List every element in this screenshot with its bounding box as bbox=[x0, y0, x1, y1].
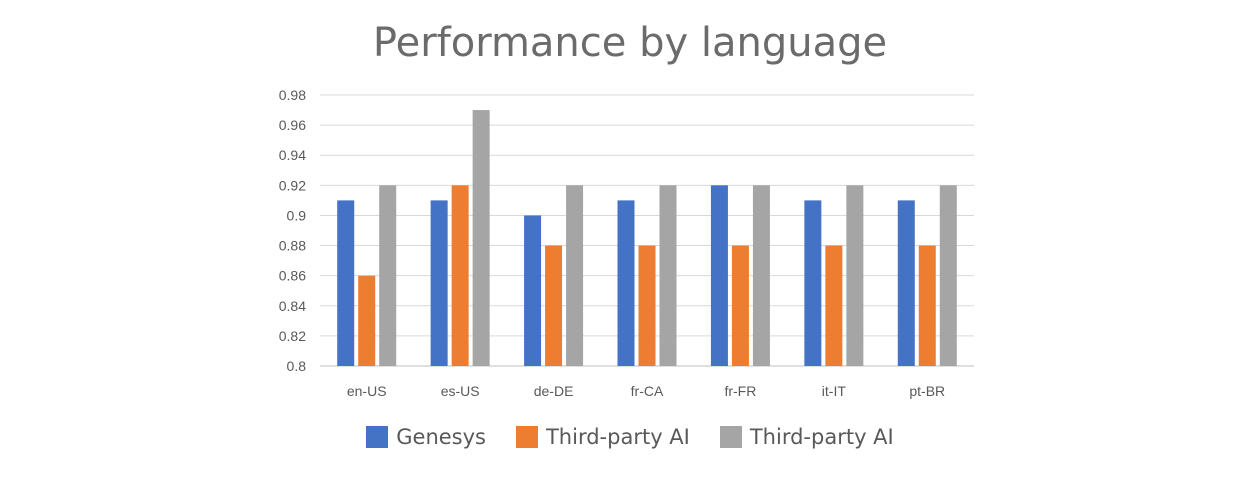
x-tick-label: pt-BR bbox=[909, 383, 945, 399]
bar-pt-BR-series-2 bbox=[939, 185, 957, 366]
bar-es-US-series-1 bbox=[451, 185, 469, 366]
legend-item-third-party-ai-orange: Third-party AI bbox=[515, 425, 690, 449]
bar-fr-CA-series-1 bbox=[638, 245, 656, 366]
bar-it-IT-series-0 bbox=[804, 200, 822, 366]
y-tick-label: 0.94 bbox=[279, 147, 306, 163]
bar-pt-BR-series-1 bbox=[918, 245, 936, 366]
y-tick-label: 0.88 bbox=[279, 238, 306, 254]
chart-plot: 0.98 0.96 0.94 0.92 0.9 0.88 0.86 0.84 0.82 0.8 en… bbox=[279, 87, 974, 399]
x-tick-label: fr-FR bbox=[724, 383, 756, 399]
legend-item-genesys: Genesys bbox=[366, 425, 486, 449]
bar-es-US-series-2 bbox=[472, 110, 490, 366]
y-tick-label: 0.84 bbox=[279, 298, 306, 314]
y-tick-label: 0.92 bbox=[279, 177, 306, 193]
bar-en-US-series-2 bbox=[379, 185, 397, 366]
y-tick-label: 0.98 bbox=[279, 87, 306, 103]
legend: Genesys Third-party AI Third-party AI bbox=[0, 425, 1260, 449]
x-tick-label: es-US bbox=[441, 383, 480, 399]
legend-label-genesys: Genesys bbox=[396, 425, 486, 449]
legend-swatch-third-party-ai-orange bbox=[515, 426, 538, 448]
y-tick-label: 0.96 bbox=[279, 117, 306, 133]
y-tick-label: 0.86 bbox=[279, 268, 306, 284]
x-tick-label: en-US bbox=[347, 383, 387, 399]
bar-es-US-series-0 bbox=[430, 200, 448, 366]
chart-title: Performance by language bbox=[372, 20, 888, 66]
legend-swatch-genesys bbox=[366, 426, 389, 448]
legend-item-third-party-ai-gray: Third-party AI bbox=[719, 425, 894, 449]
bar-fr-FR-series-1 bbox=[731, 245, 749, 366]
y-tick-label: 0.9 bbox=[287, 207, 307, 223]
bar-en-US-series-1 bbox=[358, 275, 376, 366]
legend-swatch-third-party-ai-gray bbox=[719, 426, 742, 448]
bar-fr-FR-series-2 bbox=[752, 185, 770, 366]
bar-de-DE-series-0 bbox=[524, 215, 542, 366]
bar-fr-FR-series-0 bbox=[710, 185, 728, 366]
bar-en-US-series-0 bbox=[337, 200, 355, 366]
legend-label-third-party-ai-gray: Third-party AI bbox=[749, 425, 894, 449]
bar-pt-BR-series-0 bbox=[897, 200, 915, 366]
bar-de-DE-series-2 bbox=[566, 185, 584, 366]
bar-fr-CA-series-2 bbox=[659, 185, 677, 366]
x-tick-label: de-DE bbox=[534, 383, 574, 399]
y-tick-label: 0.82 bbox=[279, 328, 306, 344]
bar-it-IT-series-2 bbox=[846, 185, 864, 366]
bar-it-IT-series-1 bbox=[825, 245, 843, 366]
x-tick-label: fr-CA bbox=[631, 383, 664, 399]
y-tick-label: 0.8 bbox=[287, 358, 307, 374]
bar-fr-CA-series-0 bbox=[617, 200, 635, 366]
legend-label-third-party-ai-orange: Third-party AI bbox=[545, 425, 690, 449]
x-tick-label: it-IT bbox=[822, 383, 847, 399]
bar-de-DE-series-1 bbox=[545, 245, 563, 366]
